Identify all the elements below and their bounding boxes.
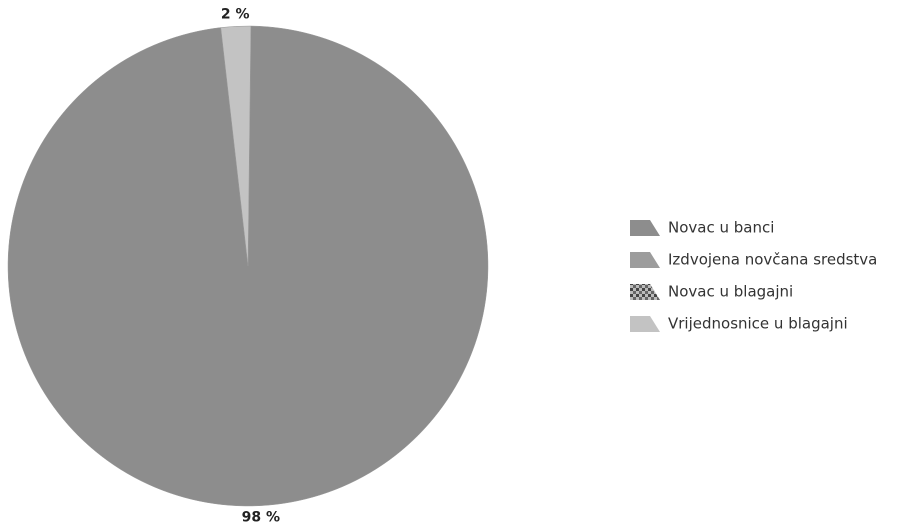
legend-swatch — [630, 220, 660, 236]
slice-label: 98 % — [242, 510, 280, 524]
slice-label: 2 % — [221, 6, 250, 22]
pie-slice — [220, 25, 252, 267]
legend-label: Vrijednosnice u blagajni — [668, 315, 848, 333]
legend-swatch — [630, 284, 660, 300]
legend-swatch — [630, 316, 660, 332]
legend-label: Izdvojena novčana sredstva — [668, 251, 877, 269]
legend-swatch — [630, 252, 660, 268]
legend-label: Novac u banci — [668, 219, 774, 237]
legend-label: Novac u blagajni — [668, 283, 793, 301]
